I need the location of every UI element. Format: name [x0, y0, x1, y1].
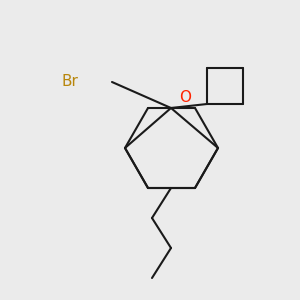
- Text: Br: Br: [61, 74, 78, 89]
- Text: O: O: [179, 91, 191, 106]
